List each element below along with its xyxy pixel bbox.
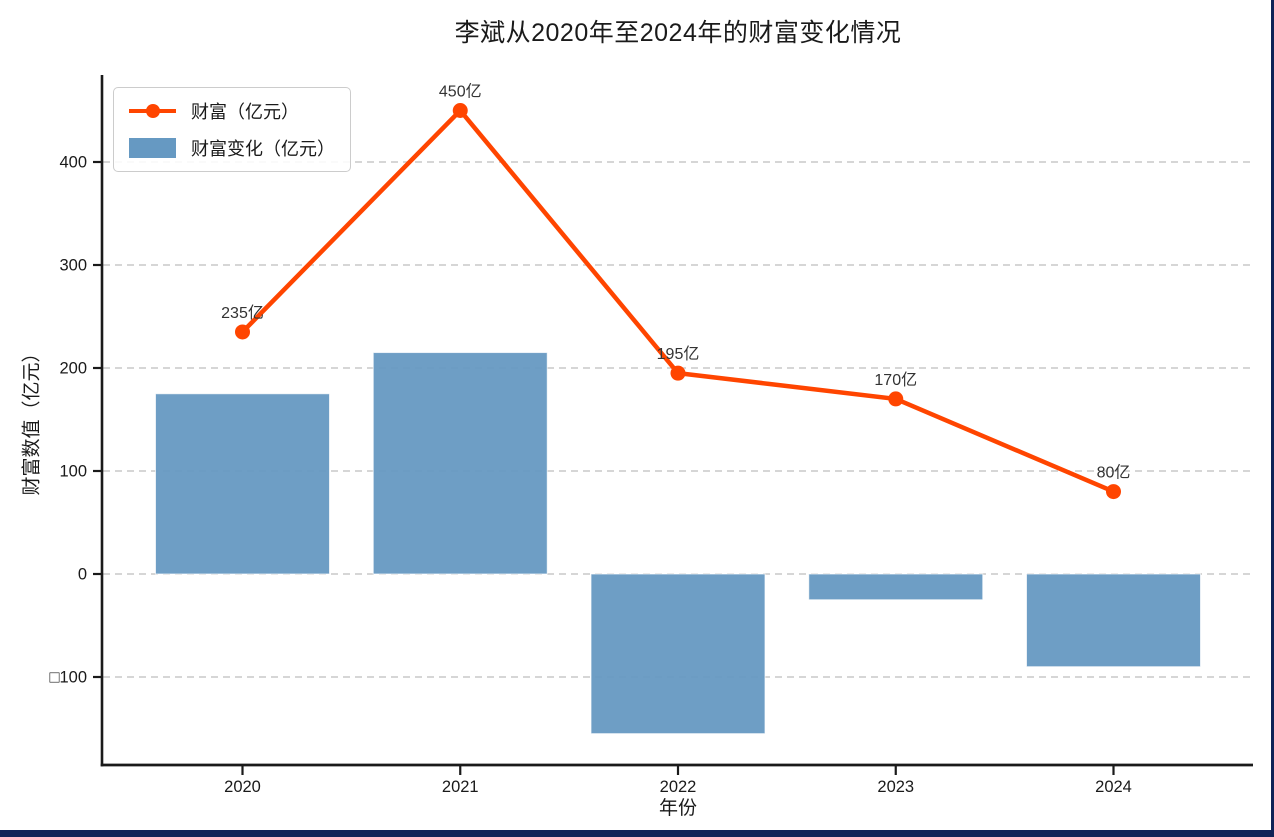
- legend-item-wealth: 财富（亿元）: [129, 98, 335, 124]
- x-tick-label-2022: 2022: [660, 778, 697, 796]
- line-marker-2022: [670, 365, 686, 381]
- y-tick-label: 0: [78, 566, 87, 584]
- x-tick-label-2020: 2020: [224, 778, 261, 796]
- line-marker-2021: [452, 103, 468, 118]
- window-bottom-edge: [0, 830, 1274, 837]
- line-marker-2020: [235, 324, 250, 340]
- point-label-2024: 80亿: [1097, 464, 1131, 482]
- point-label-2021: 450亿: [439, 83, 482, 101]
- legend-line-swatch: [129, 104, 176, 118]
- legend: 财富（亿元） 财富变化（亿元）: [113, 87, 351, 172]
- legend-item-change: 财富变化（亿元）: [129, 135, 335, 161]
- legend-label-change: 财富变化（亿元）: [191, 139, 335, 159]
- point-label-2020: 235亿: [221, 304, 264, 322]
- bar-2022: [590, 573, 766, 735]
- chart-title: 李斌从2020年至2024年的财富变化情况: [454, 19, 902, 47]
- line-marker-2023: [888, 391, 904, 407]
- bar-2020: [155, 393, 330, 575]
- y-axis-label: 财富数值（亿元）: [21, 343, 43, 496]
- y-tick-label: □100: [50, 669, 88, 687]
- y-tick-label: 300: [59, 257, 87, 275]
- x-tick-label-2024: 2024: [1095, 778, 1132, 796]
- window-right-edge: [1271, 0, 1274, 837]
- y-tick-label: 400: [59, 154, 87, 172]
- y-tick-label: 200: [59, 360, 87, 378]
- bar-2021: [372, 352, 548, 575]
- x-tick-label-2023: 2023: [877, 778, 914, 796]
- legend-label-wealth: 财富（亿元）: [191, 102, 299, 122]
- x-axis-label: 年份: [658, 798, 697, 819]
- y-tick-label: 100: [59, 463, 87, 481]
- x-tick-label-2021: 2021: [442, 778, 479, 796]
- bar-2023: [808, 573, 984, 601]
- point-label-2022: 195亿: [657, 345, 700, 363]
- legend-marker-dot: [145, 104, 160, 118]
- bar-2024: [1026, 573, 1201, 668]
- legend-bar-swatch: [129, 138, 176, 158]
- point-label-2023: 170亿: [874, 371, 917, 389]
- line-marker-2024: [1106, 484, 1121, 500]
